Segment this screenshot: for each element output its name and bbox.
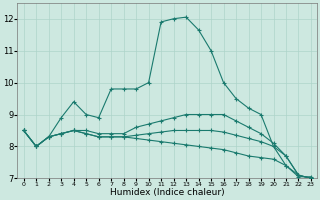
X-axis label: Humidex (Indice chaleur): Humidex (Indice chaleur) [110,188,225,197]
